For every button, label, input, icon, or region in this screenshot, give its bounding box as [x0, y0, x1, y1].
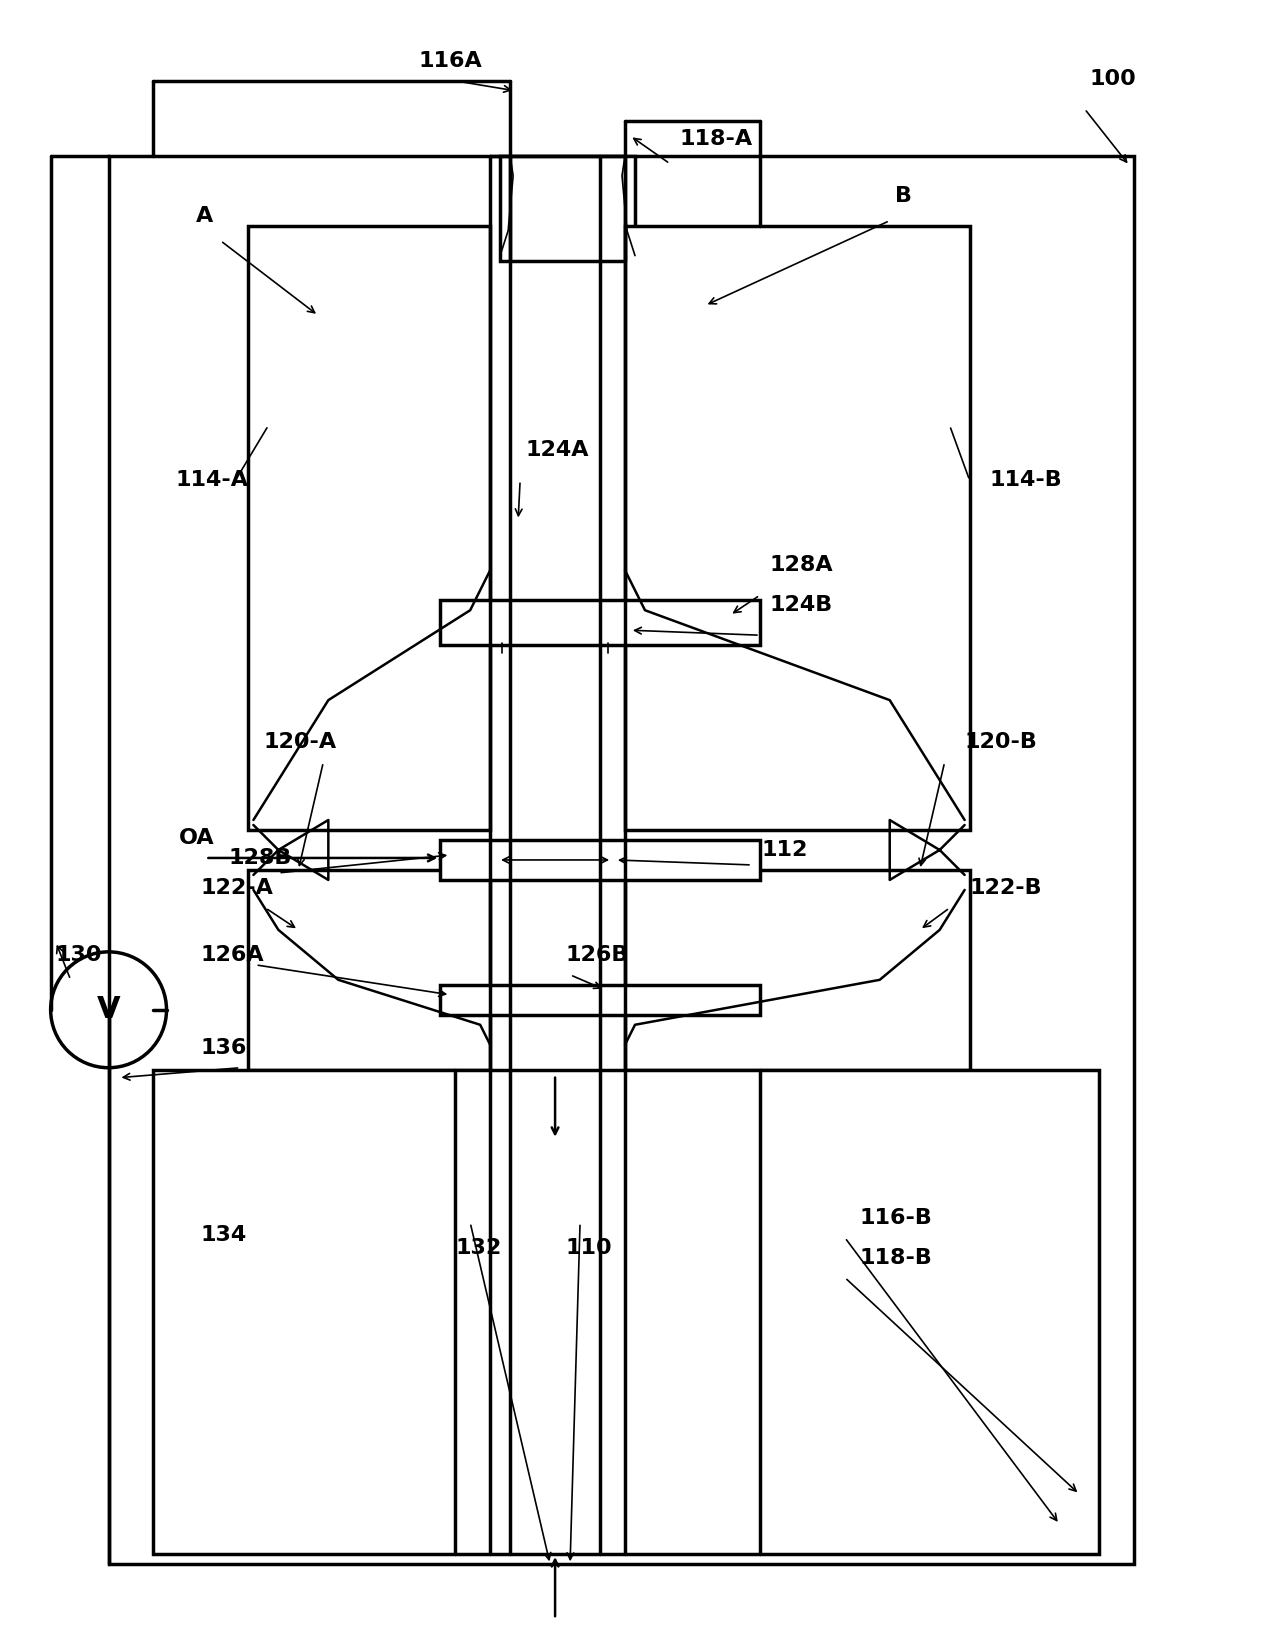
Text: 122-B: 122-B — [970, 878, 1042, 898]
Text: V: V — [96, 996, 120, 1024]
Bar — [441, 600, 760, 646]
Text: 124B: 124B — [770, 595, 833, 615]
Bar — [152, 1069, 1099, 1555]
Text: 124A: 124A — [525, 440, 589, 461]
Text: 114-A: 114-A — [176, 471, 248, 490]
Text: 126B: 126B — [565, 945, 628, 965]
Bar — [248, 226, 490, 831]
Text: 112: 112 — [762, 840, 808, 860]
Bar — [441, 984, 760, 1015]
Bar — [248, 870, 490, 1069]
Text: 130: 130 — [56, 945, 103, 965]
Text: OA: OA — [179, 827, 214, 849]
Text: 120-B: 120-B — [965, 732, 1038, 752]
Bar — [625, 870, 970, 1069]
Text: 122-A: 122-A — [200, 878, 273, 898]
Text: 100: 100 — [1090, 69, 1137, 88]
Text: A: A — [195, 206, 213, 226]
Text: 126A: 126A — [200, 945, 265, 965]
Text: 116A: 116A — [418, 51, 482, 70]
Text: 136: 136 — [200, 1038, 247, 1058]
Text: 128A: 128A — [770, 556, 833, 576]
Text: 120-A: 120-A — [263, 732, 337, 752]
Text: 132: 132 — [456, 1238, 501, 1257]
Bar — [500, 155, 636, 260]
Text: 118-B: 118-B — [860, 1248, 933, 1267]
Text: 116-B: 116-B — [860, 1208, 933, 1228]
Bar — [625, 226, 970, 831]
Text: 110: 110 — [565, 1238, 611, 1257]
Text: 118-A: 118-A — [680, 129, 753, 149]
Text: B: B — [895, 186, 912, 206]
Text: 114-B: 114-B — [990, 471, 1062, 490]
Bar — [109, 155, 1134, 1565]
Text: 134: 134 — [200, 1225, 247, 1244]
Text: 128B: 128B — [228, 849, 292, 868]
Bar — [441, 840, 760, 880]
